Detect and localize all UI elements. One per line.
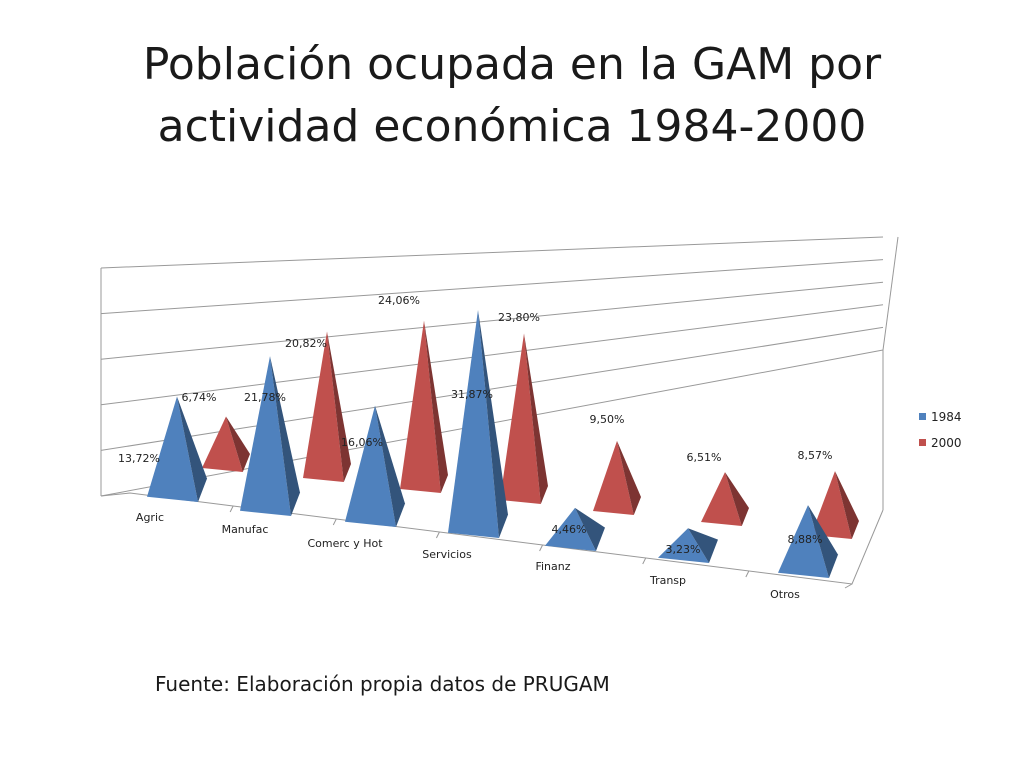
pyramid-side-face <box>725 472 749 526</box>
category-label: Manufac <box>222 523 269 536</box>
data-label-2000: 23,80% <box>498 311 540 324</box>
pyramid-1984 <box>240 356 300 516</box>
pyramid-1984 <box>448 310 508 538</box>
pyramid-1984 <box>658 528 718 563</box>
pyramid-1984 <box>345 405 405 527</box>
pyramid-1984 <box>147 396 207 502</box>
category-tick <box>642 557 647 565</box>
category-label: Comerc y Hot <box>307 537 383 550</box>
pyramid-side-face <box>226 416 250 472</box>
data-label-2000: 20,82% <box>285 337 327 350</box>
wall-right-edge <box>882 236 899 351</box>
category-tick <box>332 518 337 526</box>
category-tick <box>229 505 234 513</box>
pyramid-2000 <box>811 471 859 539</box>
source-note: Fuente: Elaboración propia datos de PRUG… <box>155 672 610 696</box>
gridline <box>100 281 884 360</box>
pyramid-2000 <box>500 333 548 504</box>
pyramid-front-face <box>400 320 441 493</box>
pyramid-side-face <box>327 331 351 482</box>
pyramid-side-face <box>478 310 508 538</box>
pyramid-2000 <box>593 440 641 515</box>
data-label-2000: 9,50% <box>590 413 625 426</box>
pyramid-front-face <box>147 396 198 502</box>
data-label-2000: 6,51% <box>687 451 722 464</box>
category-tick <box>745 570 750 578</box>
category-label: Finanz <box>535 560 570 573</box>
pyramid-front-face <box>202 416 243 472</box>
pyramid-side-face <box>375 405 405 527</box>
data-label-2000: 24,06% <box>378 294 420 307</box>
pyramid-side-face <box>177 396 207 502</box>
pyramid-side-face <box>575 507 605 551</box>
pyramid-2000 <box>202 416 250 472</box>
pyramid-front-face <box>303 331 344 482</box>
data-label-2000: 6,74% <box>182 391 217 404</box>
data-label-1984: 3,23% <box>666 543 701 556</box>
pyramid-side-face <box>524 333 548 504</box>
data-label-1984: 31,87% <box>451 388 493 401</box>
chart-legend: 1984 2000 <box>919 410 962 450</box>
floor-corner <box>844 583 853 589</box>
category-label: Transp <box>649 574 686 587</box>
pyramid-front-face <box>345 405 396 527</box>
pyramid-side-face <box>270 356 300 516</box>
pyramid-front-face <box>593 440 634 515</box>
data-label-1984: 13,72% <box>118 452 160 465</box>
pyramid-front-face <box>545 507 596 551</box>
category-label: Servicios <box>422 548 472 561</box>
pyramid-front-face <box>778 505 829 578</box>
pyramid-2000 <box>303 331 351 482</box>
pyramid-2000 <box>701 472 749 526</box>
legend-swatch <box>919 439 926 446</box>
chart-labels: Agric Manufac Comerc y Hot Servicios Finanz T… <box>118 294 832 601</box>
category-tick <box>539 544 544 552</box>
pyramid-side-face <box>424 320 448 493</box>
slide-title-line1: Población ocupada en la GAM por <box>142 39 882 90</box>
chart-marks <box>147 310 859 578</box>
data-label-1984: 8,88% <box>788 533 823 546</box>
gridline <box>100 259 884 315</box>
data-label-1984: 16,06% <box>341 436 383 449</box>
pyramid-side-face <box>688 528 718 563</box>
data-label-1984: 4,46% <box>552 523 587 536</box>
pyramid-1984 <box>778 505 838 578</box>
data-label-1984: 21,78% <box>244 391 286 404</box>
pyramid-2000 <box>400 320 448 493</box>
pyramid-front-face <box>811 471 852 539</box>
floor-edge <box>100 492 884 585</box>
category-tick <box>435 531 440 539</box>
pyramid-front-face <box>240 356 291 516</box>
pyramid-1984 <box>545 507 605 551</box>
gridline <box>100 236 884 269</box>
category-label: Agric <box>136 511 164 524</box>
pyramid-side-face <box>617 440 641 515</box>
pyramid-front-face <box>448 310 499 538</box>
category-label: Otros <box>770 588 800 601</box>
data-label-2000: 8,57% <box>798 449 833 462</box>
legend-label: 2000 <box>931 436 962 450</box>
pyramid-front-face <box>701 472 742 526</box>
gridline <box>100 304 884 406</box>
pyramid-side-face <box>835 471 859 539</box>
legend-swatch <box>919 413 926 420</box>
chart-floor <box>100 268 884 589</box>
legend-label: 1984 <box>931 410 962 424</box>
pyramid-front-face <box>500 333 541 504</box>
slide-title: Población ocupada en la GAM por activida… <box>0 34 1024 158</box>
pyramid-front-face <box>658 528 709 563</box>
slide-title-line2: actividad económica 1984-2000 <box>157 101 867 152</box>
pyramid-side-face <box>808 505 838 578</box>
